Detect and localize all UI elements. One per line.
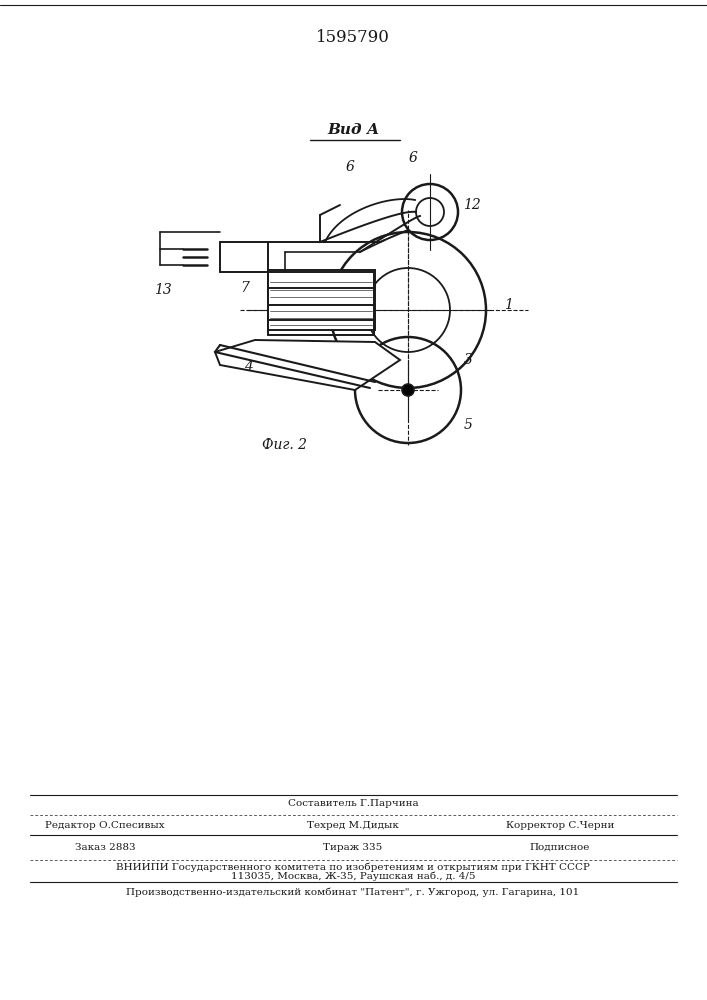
Text: ВНИИПИ Государственного комитета по изобретениям и открытиям при ГКНТ СССР: ВНИИПИ Государственного комитета по изоб… <box>116 862 590 872</box>
Text: 12: 12 <box>463 198 481 212</box>
Polygon shape <box>215 340 400 390</box>
Text: Фиг. 2: Фиг. 2 <box>262 438 308 452</box>
Text: Редактор О.Спесивых: Редактор О.Спесивых <box>45 820 165 830</box>
Text: 13: 13 <box>154 283 172 297</box>
Text: Вид А: Вид А <box>327 123 379 137</box>
Text: Техред М.Дидык: Техред М.Дидык <box>307 820 399 830</box>
Text: 7: 7 <box>240 281 250 295</box>
Text: Корректор С.Черни: Корректор С.Черни <box>506 820 614 830</box>
Text: Заказ 2883: Заказ 2883 <box>75 842 135 852</box>
Text: Тираж 335: Тираж 335 <box>323 842 382 852</box>
Circle shape <box>402 384 414 396</box>
Text: Производственно-издательский комбинат "Патент", г. Ужгород, ул. Гагарина, 101: Производственно-издательский комбинат "П… <box>127 887 580 897</box>
Text: Составитель Г.Парчина: Составитель Г.Парчина <box>288 800 419 808</box>
Text: 6: 6 <box>409 151 417 165</box>
Text: 3: 3 <box>464 353 472 367</box>
Text: 5: 5 <box>464 418 472 432</box>
Text: 1595790: 1595790 <box>316 29 390 46</box>
Text: 6: 6 <box>346 160 354 174</box>
Text: Подписное: Подписное <box>530 842 590 852</box>
Text: 1: 1 <box>503 298 513 312</box>
Text: 4: 4 <box>244 360 252 374</box>
Polygon shape <box>268 270 375 330</box>
Text: 113035, Москва, Ж-35, Раушская наб., д. 4/5: 113035, Москва, Ж-35, Раушская наб., д. … <box>230 871 475 881</box>
